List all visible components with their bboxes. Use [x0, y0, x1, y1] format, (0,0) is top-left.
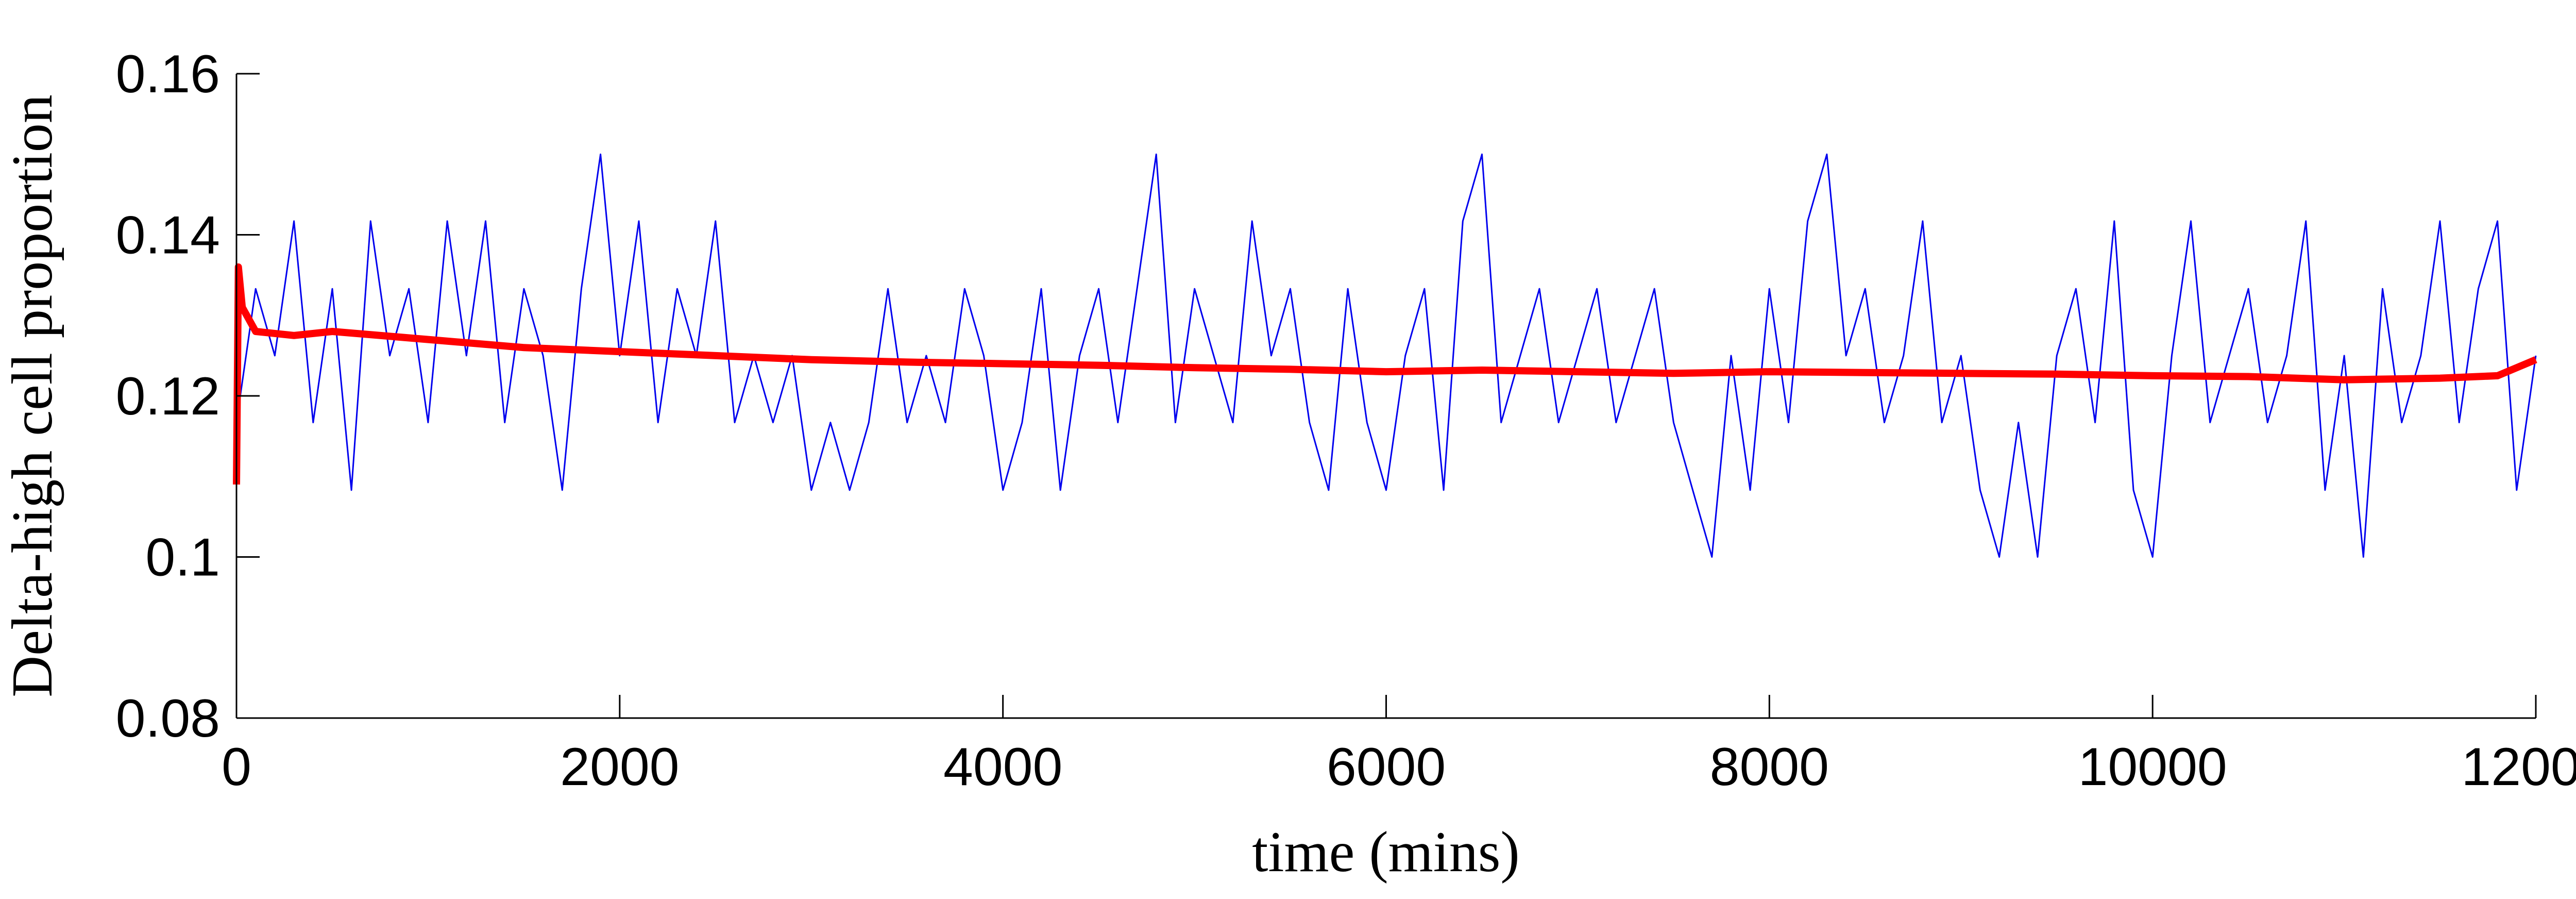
x-tick-label: 0	[222, 737, 251, 797]
series-line	[235, 153, 2537, 558]
y-tick-label: 0.16	[116, 44, 220, 104]
y-tick-label: 0.14	[116, 206, 220, 265]
x-tick-label: 4000	[943, 737, 1062, 797]
x-tick-label: 10000	[2078, 737, 2227, 797]
x-tick-label: 12000	[2461, 737, 2576, 797]
series-line	[233, 263, 2537, 485]
y-tick-label: 0.1	[145, 528, 220, 588]
y-tick-label: 0.12	[116, 367, 220, 426]
x-tick-label: 8000	[1710, 737, 1829, 797]
x-tick-label: 6000	[1327, 737, 1446, 797]
x-axis-label: time (mins)	[1252, 820, 1519, 884]
x-tick-label: 2000	[560, 737, 679, 797]
y-axis-label: Delta-high cell proportion	[1, 94, 64, 697]
y-tick-label: 0.08	[116, 689, 220, 748]
